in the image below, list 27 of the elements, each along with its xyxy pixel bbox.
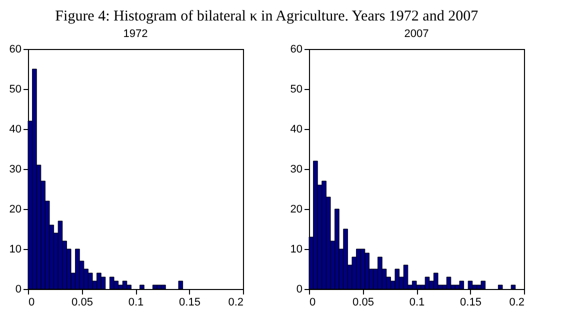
chart-subtitle: 1972 — [123, 28, 148, 40]
y-tick-label: 10 — [9, 244, 22, 256]
x-tick-label: 0.05 — [72, 296, 93, 308]
y-tick-label: 50 — [290, 84, 302, 96]
y-tick-label: 60 — [290, 44, 302, 56]
x-tick-label: 0 — [28, 296, 35, 308]
y-tick-label: 30 — [290, 164, 302, 176]
y-tick-label: 20 — [290, 204, 302, 216]
y-tick-label: 40 — [290, 124, 302, 136]
x-tick-label: 0.2 — [228, 296, 244, 308]
x-tick-label: 0.1 — [128, 296, 144, 308]
y-tick-label: 30 — [9, 164, 22, 176]
x-tick-label: 0.15 — [179, 296, 200, 308]
y-tick-label: 60 — [9, 44, 22, 56]
x-tick-label: 0 — [310, 296, 316, 308]
x-tick-label: 0.05 — [352, 296, 374, 308]
y-tick-label: 10 — [290, 244, 302, 256]
y-tick-label: 0 — [15, 284, 22, 296]
chart-title: Figure 4: Histogram of bilateral κ in Agriculture. Years 1972 and 2007 — [55, 8, 479, 24]
y-tick-label: 20 — [9, 204, 22, 216]
chart-subtitle: 2007 — [404, 28, 429, 40]
x-tick-label: 0.2 — [509, 296, 524, 308]
y-tick-label: 0 — [296, 284, 302, 296]
x-tick-label: 0.1 — [409, 296, 425, 308]
x-tick-label: 0.15 — [460, 296, 482, 308]
y-tick-label: 50 — [9, 84, 22, 96]
y-tick-label: 40 — [9, 124, 22, 136]
